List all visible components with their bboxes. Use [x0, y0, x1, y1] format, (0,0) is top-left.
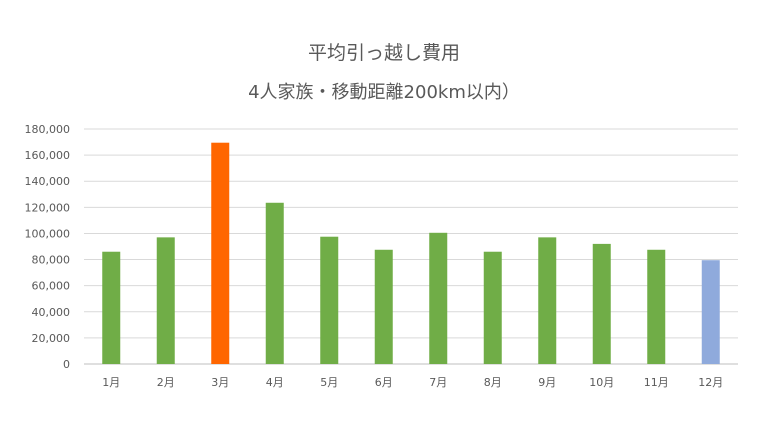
x-tick-label: 11月: [644, 376, 669, 389]
x-tick-label: 6月: [375, 376, 393, 389]
y-tick-label: 80,000: [32, 254, 71, 267]
bar: [156, 237, 175, 364]
bar: [265, 202, 284, 364]
y-tick-label: 20,000: [32, 332, 71, 345]
x-tick-label: 4月: [266, 376, 284, 389]
y-tick-label: 180,000: [25, 123, 71, 136]
y-tick-label: 160,000: [25, 149, 71, 162]
bar: [102, 251, 121, 364]
bar: [701, 260, 720, 364]
x-tick-label: 5月: [320, 376, 338, 389]
x-tick-label: 10月: [589, 376, 614, 389]
chart-title: 平均引っ越し費用: [307, 42, 460, 64]
y-tick-label: 0: [63, 358, 70, 371]
x-tick-label: 9月: [538, 376, 556, 389]
bar: [211, 142, 230, 364]
y-tick-label: 100,000: [25, 227, 71, 240]
y-tick-label: 40,000: [32, 306, 71, 319]
x-tick-label: 1月: [102, 376, 120, 389]
bar: [592, 243, 611, 364]
x-tick-label: 3月: [211, 376, 229, 389]
y-tick-label: 60,000: [32, 280, 71, 293]
bar: [320, 236, 339, 364]
bar: [647, 249, 666, 364]
y-tick-label: 140,000: [25, 175, 71, 188]
x-tick-label: 8月: [484, 376, 502, 389]
x-tick-label: 12月: [698, 376, 723, 389]
chart-subtitle: 4人家族・移動距離200km以内）: [248, 82, 520, 103]
bar: [374, 249, 393, 364]
x-tick-label: 2月: [157, 376, 175, 389]
x-tick-label: 7月: [429, 376, 447, 389]
y-tick-label: 120,000: [25, 201, 71, 214]
bar: [483, 251, 502, 364]
bar: [429, 232, 448, 364]
bar: [538, 237, 557, 364]
